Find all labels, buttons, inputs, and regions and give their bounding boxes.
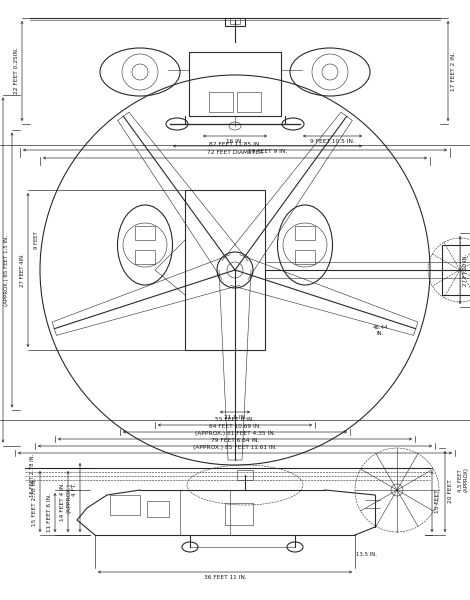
Bar	[230, 18, 240, 24]
Text: 64 FEET 10.69 IN.: 64 FEET 10.69 IN.	[209, 424, 261, 429]
Text: 27 FEET 4IN.: 27 FEET 4IN.	[20, 253, 25, 287]
Text: 15 FEET 2.78 IN.: 15 FEET 2.78 IN.	[30, 454, 34, 497]
Bar	[189, 52, 281, 116]
Text: 72 FEET DIAMETER: 72 FEET DIAMETER	[207, 150, 263, 155]
Text: 14 FEET 4 IN.: 14 FEET 4 IN.	[60, 482, 65, 521]
Bar	[225, 503, 253, 525]
Bar	[180, 490, 230, 535]
Text: 9 FEET: 9 FEET	[33, 231, 39, 249]
Text: 36 FEET 11 IN.: 36 FEET 11 IN.	[204, 575, 246, 580]
Text: 22 FEET 0.25IN.: 22 FEET 0.25IN.	[14, 47, 19, 94]
Bar	[225, 18, 245, 26]
Bar	[295, 250, 315, 264]
Text: 11 FEET 6 IN.: 11 FEET 6 IN.	[47, 493, 52, 532]
Text: 15 FEET 2.78 IN.: 15 FEET 2.78 IN.	[32, 477, 37, 526]
Text: 79 FEET 6.64 IN.: 79 FEET 6.64 IN.	[211, 438, 259, 443]
Text: (APPROX.) 85 FEET 11.61 IN.: (APPROX.) 85 FEET 11.61 IN.	[193, 445, 277, 450]
Text: 15 FEET: 15 FEET	[435, 490, 440, 514]
Text: 46.44
IN.: 46.44 IN.	[372, 325, 388, 336]
Bar	[147, 501, 169, 517]
Text: (APPROX.) 65 FEET 1.5 IN.: (APPROX.) 65 FEET 1.5 IN.	[4, 235, 9, 305]
Bar	[135, 226, 155, 240]
Text: 17 FEET 2 IN.: 17 FEET 2 IN.	[451, 52, 456, 91]
Bar	[185, 190, 265, 350]
Bar	[442, 245, 470, 295]
Text: 55 FEET 8 IN.: 55 FEET 8 IN.	[215, 417, 255, 422]
Text: 16 IN.: 16 IN.	[227, 139, 243, 144]
Bar	[209, 92, 233, 112]
Text: (APPROX.) 81 FEET 4.35 IN.: (APPROX.) 81 FEET 4.35 IN.	[195, 431, 275, 436]
Bar	[110, 495, 140, 515]
Bar	[295, 226, 315, 240]
Text: 27 FT.10 IN.: 27 FT.10 IN.	[463, 254, 468, 286]
Text: 19 FEET 9 IN.: 19 FEET 9 IN.	[248, 149, 287, 154]
Bar	[135, 250, 155, 264]
Text: 4.5 FEET
(APPROX): 4.5 FEET (APPROX)	[458, 467, 469, 493]
Text: 87 FEET 11.85 IN.: 87 FEET 11.85 IN.	[209, 142, 261, 147]
Bar	[237, 470, 253, 480]
Text: 20 FEET: 20 FEET	[448, 479, 453, 503]
Text: 13.5 IN.: 13.5 IN.	[357, 552, 377, 557]
Text: 9 FEET 10.5 IN.: 9 FEET 10.5 IN.	[310, 139, 355, 144]
Text: 21.5 IN.: 21.5 IN.	[224, 415, 246, 420]
Text: (APPROX.)
4 FT.: (APPROX.) 4 FT.	[66, 482, 77, 512]
Bar	[237, 92, 261, 112]
